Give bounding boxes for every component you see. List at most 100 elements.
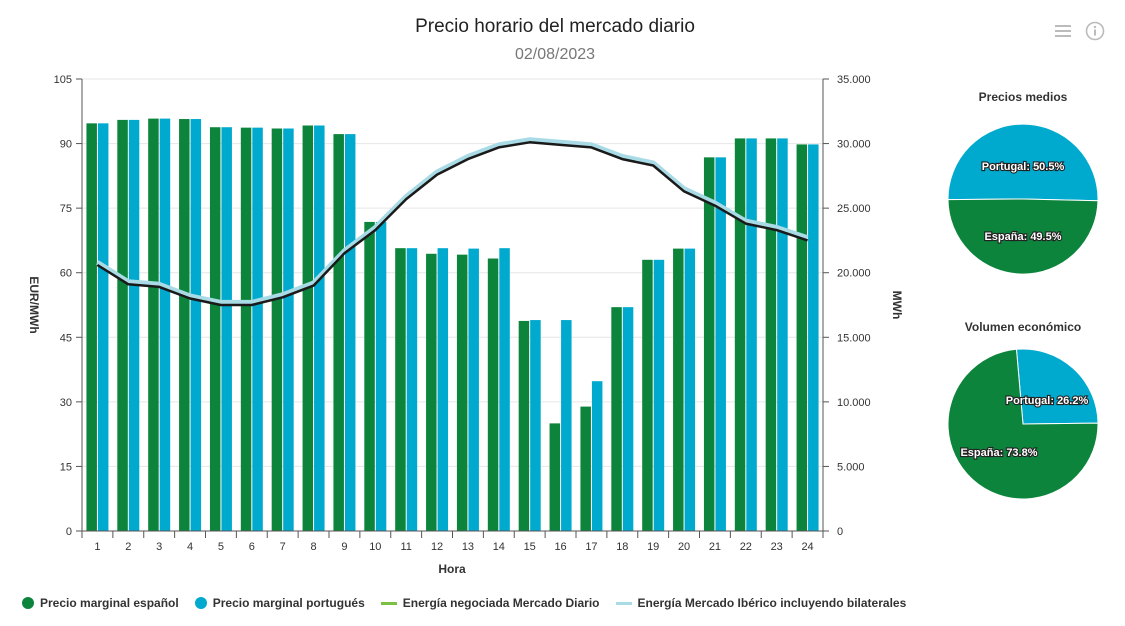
y-tick-label-left: 90 — [60, 139, 72, 151]
bar-spain — [271, 128, 283, 531]
y-tick-label-left: 15 — [60, 461, 72, 473]
bar-spain — [209, 127, 221, 532]
bar-spain — [456, 254, 468, 532]
bar-portugal — [314, 125, 325, 532]
x-tick-label: 12 — [431, 541, 443, 553]
pie-slice — [1015, 348, 1099, 425]
x-tick-label: 16 — [554, 541, 566, 553]
bar-portugal — [375, 221, 387, 531]
bar-portugal — [221, 127, 232, 532]
bar-portugal — [715, 157, 726, 531]
bar-spain — [364, 221, 375, 531]
bar-spain — [117, 119, 128, 532]
bar-spain — [734, 138, 746, 532]
y-tick-label-left: 75 — [60, 203, 72, 215]
y-tick-label-left: 45 — [60, 332, 72, 344]
bar-spain — [673, 248, 684, 532]
y-tick-label-left: 30 — [60, 397, 72, 409]
y-tick-label-right: 20.000 — [837, 268, 871, 280]
legend: Precio marginal español Precio marginal … — [22, 596, 922, 610]
y-tick-label-right: 5.000 — [837, 461, 865, 473]
legend-item-energy-daily[interactable]: Energía negociada Mercado Diario — [380, 596, 600, 610]
y-tick-label-right: 35.000 — [837, 74, 871, 86]
line-energy-daily — [96, 141, 808, 307]
bar-spain — [302, 125, 314, 532]
bar-portugal — [406, 248, 418, 532]
bar-spain — [580, 406, 591, 531]
pie-slice-label: Portugal: 26.2% — [1006, 395, 1089, 407]
bar-portugal — [97, 123, 109, 531]
bar-spain — [148, 118, 159, 531]
bar-portugal — [437, 248, 449, 532]
x-tick-label: 4 — [187, 541, 193, 553]
legend-label: Precio marginal portugués — [212, 596, 365, 610]
x-tick-label: 10 — [369, 541, 381, 553]
y-tick-label-left: 105 — [54, 74, 72, 86]
bar-portugal — [190, 119, 202, 531]
hamburger-menu-icon[interactable] — [1052, 20, 1074, 42]
pie-slice — [947, 123, 1099, 202]
y-axis-label-left: EUR/MWh — [27, 276, 41, 333]
x-tick-label: 14 — [493, 541, 505, 553]
pie-title-precios-medios: Precios medios — [978, 90, 1068, 104]
bar-portugal — [591, 381, 603, 531]
chart-title: Precio horario del mercado diario — [415, 16, 695, 37]
line-energy-iberian — [96, 137, 809, 305]
pie-volumen-economico: Portugal: 26.2% España: 73.8% — [947, 348, 1099, 500]
x-tick-label: 11 — [400, 541, 411, 553]
x-tick-label: 22 — [740, 541, 752, 553]
legend-dot-portugal — [194, 597, 207, 609]
bars-layer — [86, 118, 819, 532]
y-tick-label-right: 15.000 — [837, 332, 871, 344]
y-tick-label-right: 30.000 — [837, 139, 871, 151]
pie-slice — [947, 198, 1099, 275]
legend-line-energy-iberian — [615, 601, 632, 605]
y-tick-label-right: 25.000 — [837, 203, 871, 215]
bar-spain — [765, 138, 777, 532]
bar-portugal — [561, 320, 572, 531]
x-tick-label: 2 — [125, 541, 131, 553]
x-tick-label: 6 — [249, 541, 255, 553]
axes-layer: 015304560759010505.00010.00015.00020.000… — [54, 74, 871, 553]
bar-portugal — [468, 248, 479, 532]
y-tick-label-left: 60 — [60, 268, 72, 280]
x-tick-label: 5 — [218, 541, 224, 553]
bar-spain — [487, 258, 499, 531]
x-tick-label: 24 — [801, 541, 813, 553]
bar-portugal — [622, 307, 634, 531]
bar-spain — [518, 320, 530, 531]
bar-portugal — [653, 259, 665, 531]
info-icon[interactable] — [1084, 20, 1106, 42]
chart-subtitle: 02/08/2023 — [514, 46, 596, 63]
x-tick-label: 17 — [585, 541, 597, 553]
bar-spain — [333, 134, 344, 531]
pie-precios-medios: Portugal: 50.5% España: 49.5% — [947, 123, 1099, 275]
bar-portugal — [746, 138, 757, 532]
bar-spain — [426, 253, 437, 532]
pie-slice-label: España: 73.8% — [960, 447, 1037, 459]
bar-portugal — [808, 144, 819, 532]
legend-label: Energía negociada Mercado Diario — [402, 596, 600, 610]
pie-slice-label: España: 49.5% — [984, 231, 1061, 243]
x-tick-label: 3 — [156, 541, 162, 553]
bar-spain — [395, 248, 406, 532]
x-tick-label: 20 — [678, 541, 690, 553]
legend-item-spain-price[interactable]: Precio marginal español — [22, 596, 179, 610]
x-tick-label: 23 — [771, 541, 783, 553]
pie-title-volumen-economico: Volumen económico — [964, 320, 1082, 334]
bar-spain — [703, 157, 715, 531]
legend-label: Energía Mercado Ibérico incluyendo bilat… — [637, 596, 907, 610]
x-tick-label: 19 — [647, 541, 659, 553]
x-tick-label: 9 — [341, 541, 347, 553]
legend-item-energy-iberian[interactable]: Energía Mercado Ibérico incluyendo bilat… — [615, 596, 907, 610]
y-axis-label-right: MWh — [890, 291, 904, 320]
bar-spain — [179, 119, 190, 531]
legend-line-energy-daily — [380, 601, 397, 605]
bar-spain — [240, 127, 252, 532]
bar-portugal — [777, 138, 788, 532]
legend-item-portugal-price[interactable]: Precio marginal portugués — [194, 596, 365, 610]
bar-spain — [796, 144, 808, 532]
legend-dot-spain — [22, 597, 34, 609]
bar-spain — [86, 123, 97, 531]
